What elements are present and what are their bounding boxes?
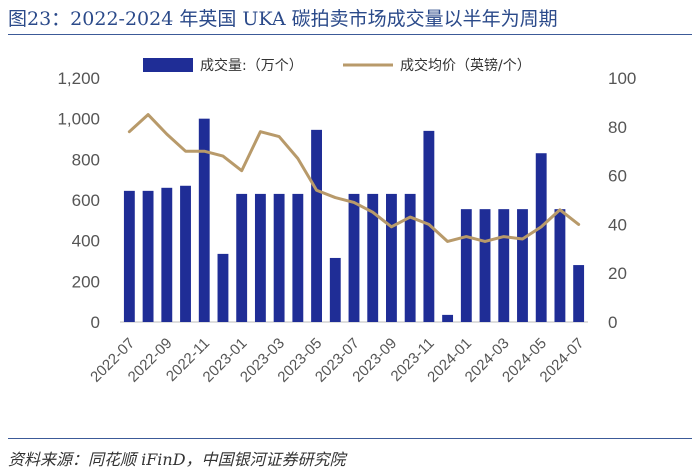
bar-2023-08 xyxy=(367,193,379,322)
left-tick-label: 800 xyxy=(72,150,100,169)
bar-2023-03 xyxy=(273,193,285,322)
source-note: 资料来源：同花顺 iFinD，中国银河证券研究院 xyxy=(8,450,346,469)
right-tick-label: 60 xyxy=(608,167,627,186)
bar-2023-07 xyxy=(348,193,360,322)
left-tick-label: 400 xyxy=(72,232,100,251)
legend-label-price: 成交均价（英镑/个） xyxy=(400,57,531,74)
bar-2023-02 xyxy=(254,193,266,322)
legend-label-volume: 成交量:（万个） xyxy=(200,57,303,74)
figure-title: 图23：2022-2024 年英国 UKA 碳拍卖市场成交量以半年为周期 xyxy=(8,8,558,30)
bar-2024-05 xyxy=(535,153,547,322)
right-tick-label: 20 xyxy=(608,264,627,283)
bar-2023-05 xyxy=(311,129,322,322)
bar-2024-06 xyxy=(554,209,566,322)
right-tick-label: 0 xyxy=(608,313,617,332)
bar-2022-12 xyxy=(217,253,229,322)
bar-2023-01 xyxy=(236,193,248,322)
bar-2022-09 xyxy=(161,187,173,322)
legend: 成交量:（万个） 成交均价（英镑/个） xyxy=(143,57,531,74)
bar-2023-06 xyxy=(329,257,341,322)
bar-2023-09 xyxy=(386,193,397,322)
bar-2023-10 xyxy=(404,193,416,322)
left-tick-label: 1,200 xyxy=(57,69,100,88)
right-tick-label: 100 xyxy=(608,69,636,88)
bar-2024-01 xyxy=(460,209,472,322)
bar-2024-07 xyxy=(573,265,585,322)
bar-series xyxy=(123,118,585,322)
left-tick-label: 0 xyxy=(91,313,100,332)
bar-2022-10 xyxy=(180,185,191,322)
bar-2023-12 xyxy=(442,314,454,322)
line-series xyxy=(127,113,581,243)
top-rule xyxy=(8,34,692,35)
bar-2023-11 xyxy=(423,130,435,322)
right-tick-label: 40 xyxy=(608,215,627,234)
bar-2022-07 xyxy=(123,190,135,322)
left-tick-label: 1,000 xyxy=(57,110,100,129)
left-tick-label: 600 xyxy=(72,191,100,210)
bottom-rule xyxy=(8,438,692,439)
bar-2024-04 xyxy=(517,209,528,322)
bar-2022-08 xyxy=(142,190,154,322)
bar-2024-03 xyxy=(498,209,510,322)
bar-2022-11 xyxy=(198,118,210,322)
bar-2024-02 xyxy=(479,209,491,322)
right-tick-label: 80 xyxy=(608,118,627,137)
bar-2023-04 xyxy=(292,193,304,322)
left-tick-label: 200 xyxy=(72,272,100,291)
legend-swatch-volume xyxy=(143,58,193,72)
